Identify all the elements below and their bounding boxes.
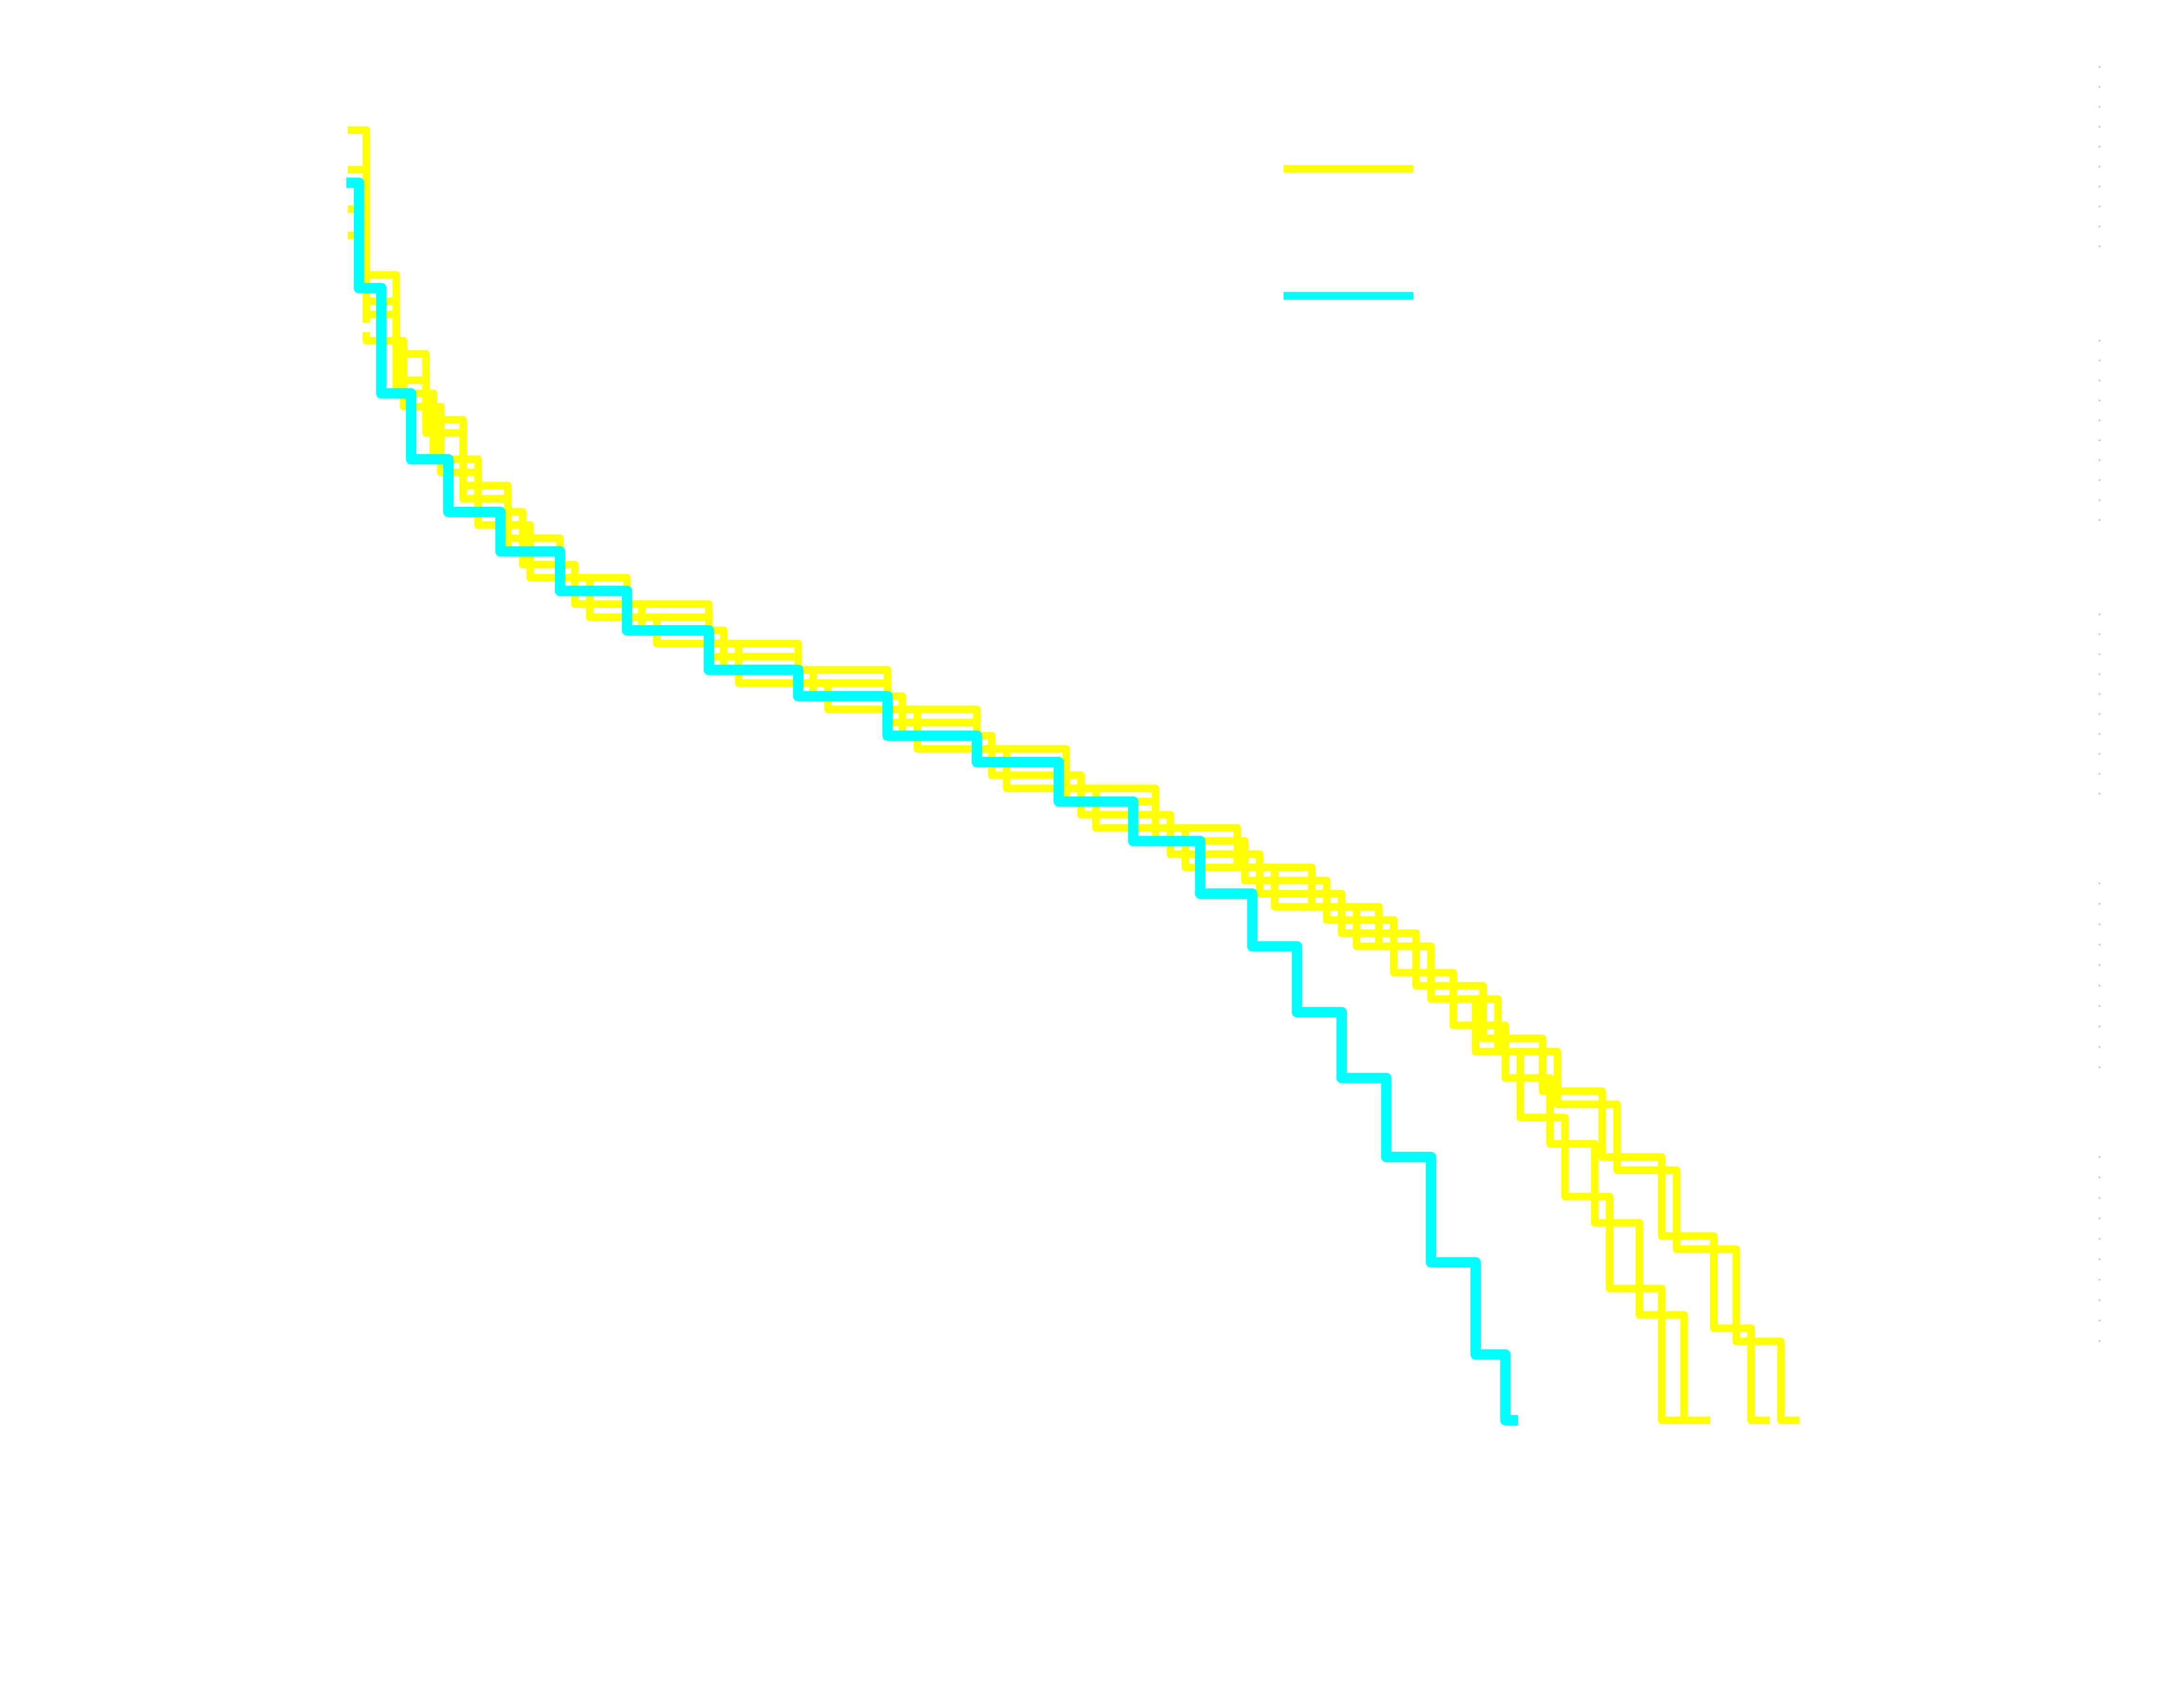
edge-tick-46 [2099,1279,2100,1281]
edge-tick-1 [2099,86,2100,88]
edge-tick-36 [2099,1005,2100,1007]
edge-tick-26 [2099,733,2100,735]
series-line-yellow-2 [348,205,1770,1424]
edge-tick-31 [2099,903,2100,905]
edge-tick-11 [2099,360,2100,362]
edge-tick-12 [2099,379,2100,382]
legend [1284,165,1413,300]
series-layer [346,126,1800,1426]
edge-tick-16 [2099,459,2100,461]
edge-tick-49 [2099,1340,2100,1342]
edge-tick-6 [2099,185,2100,188]
edge-tick-8 [2099,225,2100,227]
edge-tick-17 [2099,479,2100,481]
edge-tick-30 [2099,882,2100,884]
edge-tick-14 [2099,419,2100,421]
edge-tick-13 [2099,399,2100,402]
right-edge-ticks [2099,66,2100,1342]
series-line-cyan [346,177,1518,1426]
edge-tick-25 [2099,713,2100,715]
edge-tick-47 [2099,1299,2100,1301]
edge-tick-40 [2099,1156,2100,1158]
edge-tick-0 [2099,66,2100,68]
edge-tick-41 [2099,1176,2100,1179]
edge-tick-2 [2099,106,2100,108]
edge-tick-4 [2099,145,2100,148]
edge-tick-38 [2099,1046,2100,1048]
edge-tick-33 [2099,944,2100,946]
edge-tick-43 [2099,1217,2100,1219]
edge-tick-7 [2099,205,2100,208]
edge-tick-32 [2099,923,2100,925]
edge-tick-18 [2099,499,2100,501]
edge-tick-45 [2099,1258,2100,1260]
edge-tick-24 [2099,693,2100,695]
edge-tick-23 [2099,673,2100,675]
edge-tick-39 [2099,1066,2100,1068]
tick-mark-left [352,323,375,332]
edge-tick-19 [2099,519,2100,521]
edge-tick-44 [2099,1238,2100,1240]
edge-tick-28 [2099,772,2100,775]
edge-tick-29 [2099,793,2100,795]
series-line-yellow-1 [348,166,1711,1424]
edge-tick-34 [2099,964,2100,966]
edge-tick-3 [2099,126,2100,128]
series-line-yellow-3 [348,232,1800,1424]
edge-tick-22 [2099,653,2100,655]
edge-tick-5 [2099,166,2100,168]
edge-tick-37 [2099,1025,2100,1028]
edge-tick-9 [2099,245,2100,247]
edge-tick-27 [2099,753,2100,755]
edge-tick-10 [2099,340,2100,342]
edge-tick-35 [2099,984,2100,987]
edge-tick-42 [2099,1197,2100,1199]
edge-tick-20 [2099,613,2100,615]
edge-tick-48 [2099,1319,2100,1322]
edge-tick-21 [2099,633,2100,636]
edge-tick-15 [2099,439,2100,442]
